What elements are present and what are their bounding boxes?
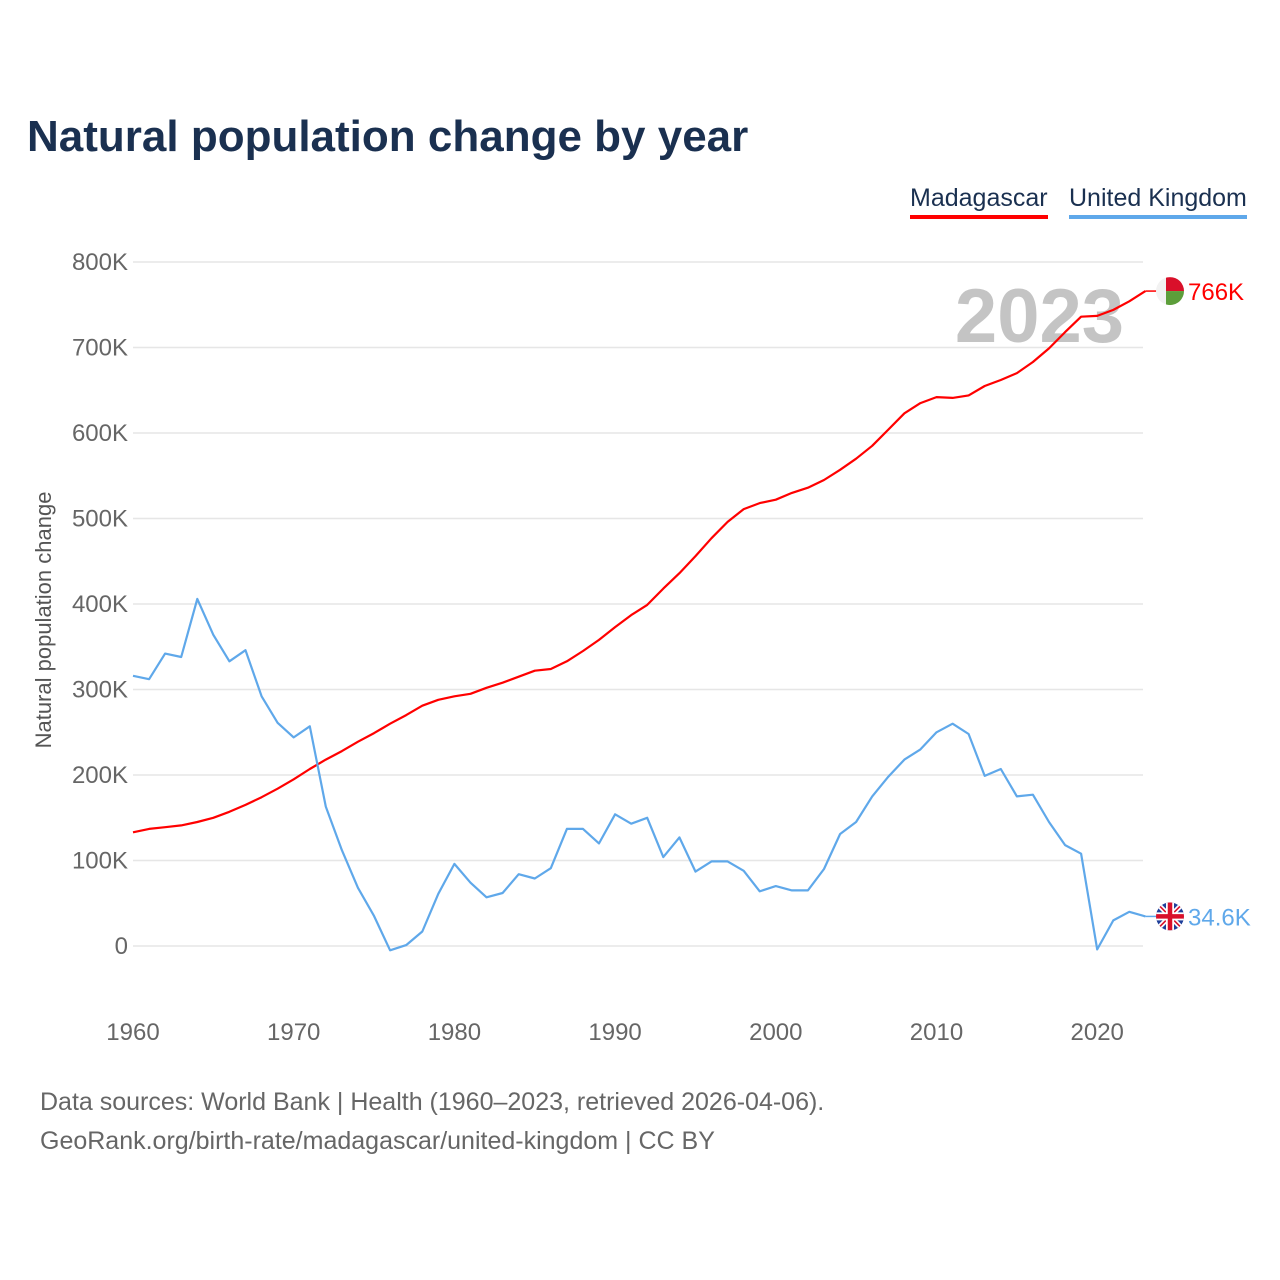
flag-graphic [1156,277,1184,306]
x-tick-label: 1970 [267,1019,320,1046]
y-axis-label: Natural population change [31,492,56,749]
uk-flag-icon [1156,902,1184,931]
flag-cross-red [1156,902,1184,931]
x-tick-label: 1980 [428,1019,481,1046]
series-line-madagascar [132,290,1146,834]
x-tick-label: 2020 [1071,1019,1124,1046]
series-line-united-kingdom [132,597,1146,952]
y-tick-label: 100K [72,848,128,875]
y-tick-label: 500K [72,506,128,533]
footer-sources: Data sources: World Bank | Health (1960–… [40,1088,825,1116]
y-tick-label: 600K [72,420,128,447]
flag-red [1166,277,1184,292]
x-tick-label: 2000 [749,1019,802,1046]
y-tick-label: 700K [72,335,128,362]
end-value-label: 34.6K [1188,904,1251,931]
madagascar-flag-icon [1156,277,1184,306]
y-tick-label: 400K [72,591,128,618]
flag-graphic [1156,902,1184,931]
y-tick-label: 200K [72,762,128,789]
end-value-label: 766K [1188,279,1244,306]
x-tick-label: 1990 [588,1019,641,1046]
legend-madagascar[interactable]: Madagascar [910,184,1048,219]
footer-link[interactable]: GeoRank.org/birth-rate/madagascar/united… [40,1127,715,1155]
y-tick-label: 0 [115,933,128,960]
flag-green [1166,291,1184,306]
y-tick-label: 800K [72,249,128,276]
chart-title: Natural population change by year [27,112,749,161]
y-tick-label: 300K [72,677,128,704]
x-tick-label: 2010 [910,1019,963,1046]
legend-united-kingdom[interactable]: United Kingdom [1069,184,1247,219]
x-tick-label: 1960 [106,1019,159,1046]
